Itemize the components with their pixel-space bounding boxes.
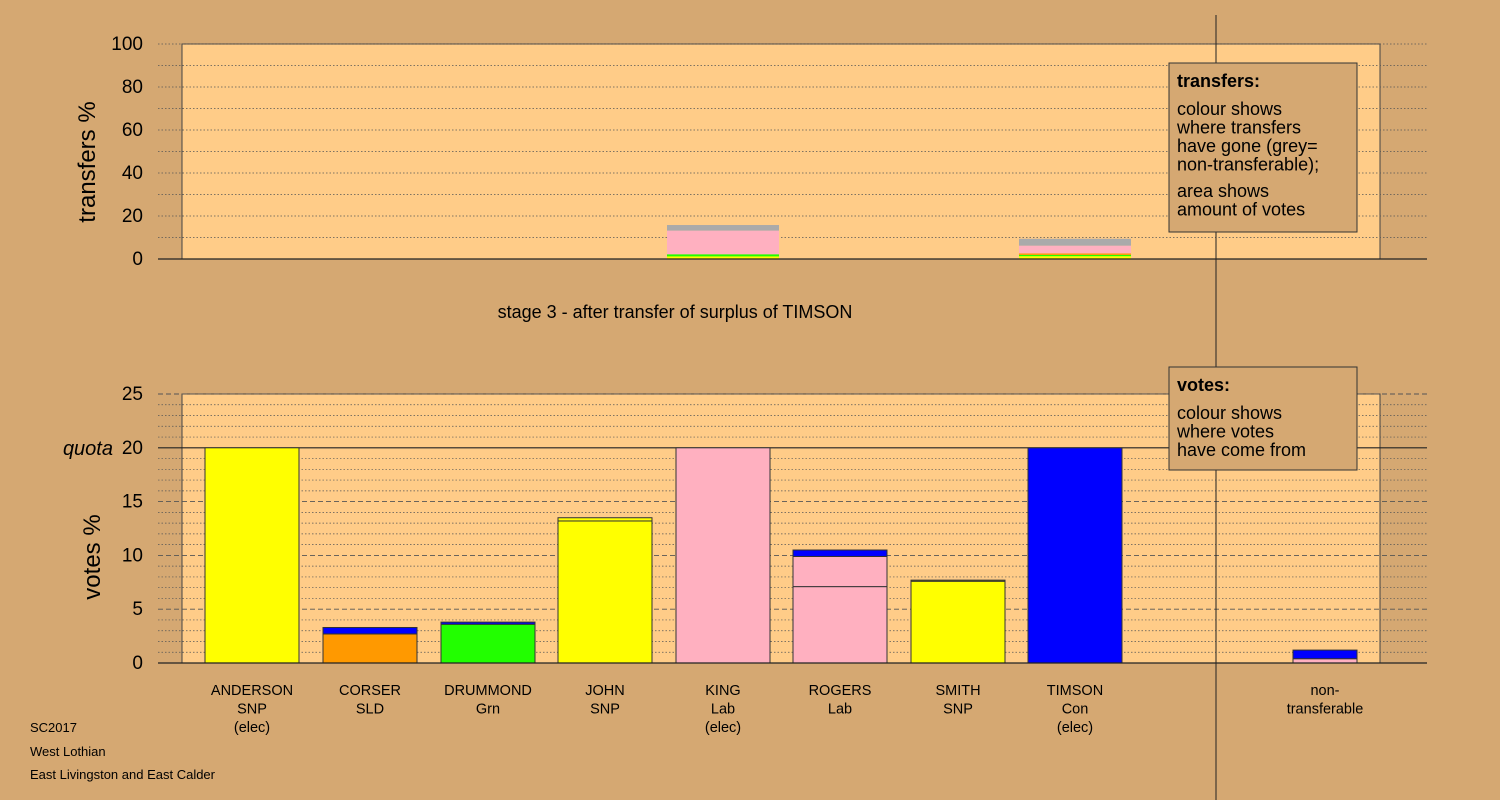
candidate-label: CORSER: [339, 683, 401, 699]
footer-council: West Lothian: [30, 744, 106, 759]
vote-segment-snp: [204, 447, 300, 664]
votes-legend-line: have come from: [1177, 440, 1306, 460]
transfer-segment-sld: [1019, 253, 1131, 255]
vote-segment-lab: [1292, 658, 1358, 664]
candidate-label: (elec): [705, 720, 741, 736]
vote-segment-snp: [910, 579, 1006, 582]
vote-segment-con: [1292, 649, 1358, 660]
vote-segment-snp: [557, 517, 653, 522]
transfers-y-tick-label: 40: [122, 163, 143, 184]
transfer-segment-snp: [1019, 256, 1131, 259]
transfers-y-tick-label: 20: [122, 206, 143, 227]
transfer-segment-grn: [667, 254, 779, 257]
votes-y-tick-label: 10: [122, 545, 143, 566]
vote-segment-snp: [910, 580, 1006, 664]
votes-legend-box: [1168, 366, 1358, 471]
candidate-label: TIMSON: [1047, 683, 1103, 699]
footer-ward: East Livingston and East Calder: [30, 767, 215, 782]
candidate-label: Grn: [476, 702, 500, 718]
transfers-y-tick-label: 80: [122, 77, 143, 98]
transfer-segment-non_transferable: [667, 225, 779, 231]
vote-segment-con: [1027, 447, 1123, 664]
candidate-label: SNP: [590, 702, 620, 718]
transfers-legend-line: where transfers: [1176, 118, 1301, 138]
votes-legend-title: votes:: [1177, 375, 1230, 395]
candidate-label: DRUMMOND: [444, 683, 532, 699]
transfers-legend-line: colour shows: [1177, 99, 1282, 119]
transfers-y-tick-label: 0: [132, 249, 143, 270]
candidate-label: Con: [1062, 702, 1089, 718]
vote-segment-con: [792, 549, 888, 557]
candidate-label: Lab: [711, 702, 735, 718]
transfers-legend-line: have gone (grey=: [1177, 136, 1318, 156]
transfer-segment-grn: [1019, 254, 1131, 257]
candidate-label: JOHN: [585, 683, 624, 699]
votes-y-tick-label: 15: [122, 492, 143, 513]
transfers-legend-line: area shows: [1177, 181, 1269, 201]
votes-legend-line: where votes: [1176, 422, 1274, 442]
votes-y-axis-label: votes %: [79, 514, 106, 599]
transfers-legend-line: non-transferable);: [1177, 155, 1319, 175]
candidate-label: (elec): [234, 720, 270, 736]
vote-segment-con: [440, 621, 536, 625]
quota-label: quota: [63, 438, 113, 460]
vote-segment-sld: [322, 633, 418, 664]
transfer-segment-lab: [667, 230, 779, 255]
candidate-label: SLD: [356, 702, 384, 718]
vote-segment-snp: [557, 520, 653, 664]
vote-segment-lab: [675, 447, 771, 664]
votes-y-tick-label: 0: [132, 653, 143, 674]
transfers-legend-box: [1168, 62, 1358, 233]
transfers-y-tick-label: 60: [122, 120, 143, 141]
transfer-segment-non_transferable: [1019, 238, 1131, 246]
transfers-y-axis-label: transfers %: [74, 101, 101, 222]
vote-segment-grn: [440, 623, 536, 664]
transfer-segment-lab: [1019, 245, 1131, 254]
vote-segment-lab: [792, 555, 888, 588]
candidate-label: SNP: [943, 702, 973, 718]
candidate-label: (elec): [1057, 720, 1093, 736]
candidate-label: SNP: [237, 702, 267, 718]
candidate-label: non-: [1310, 683, 1339, 699]
footer-election: SC2017: [30, 720, 77, 735]
votes-y-tick-label: 20: [122, 438, 143, 459]
votes-legend-line: colour shows: [1177, 403, 1282, 423]
candidate-label: KING: [705, 683, 740, 699]
candidate-label: ROGERS: [809, 683, 872, 699]
candidate-label: Lab: [828, 702, 852, 718]
vote-segment-lab: [792, 586, 888, 664]
transfers-y-tick-label: 100: [111, 34, 143, 55]
stage-title: stage 3 - after transfer of surplus of T…: [498, 302, 853, 322]
candidate-label: ANDERSON: [211, 683, 293, 699]
transfers-legend-title: transfers:: [1177, 71, 1260, 91]
vote-segment-con: [322, 626, 418, 635]
transfer-segment-snp: [667, 256, 779, 259]
candidate-label: transferable: [1287, 702, 1364, 718]
votes-y-tick-label: 25: [122, 384, 143, 405]
candidate-label: SMITH: [935, 683, 980, 699]
transfers-legend-line: amount of votes: [1177, 200, 1305, 220]
votes-y-tick-label: 5: [132, 599, 143, 620]
